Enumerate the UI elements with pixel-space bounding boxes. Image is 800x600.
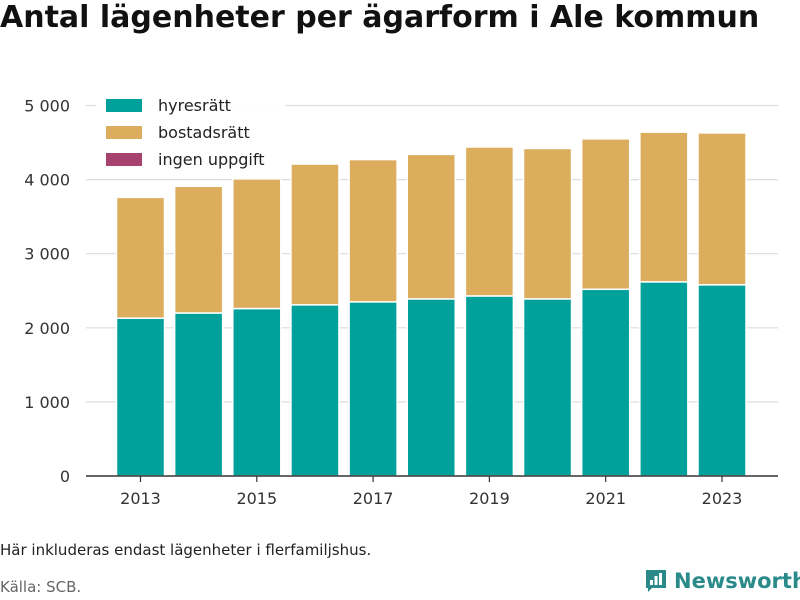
x-tick-label: 2021	[585, 489, 626, 508]
bar-segment	[115, 196, 166, 319]
x-tick-label: 2017	[353, 489, 394, 508]
bar-segment	[232, 307, 282, 477]
y-tick-label: 1 000	[24, 393, 70, 412]
bars	[115, 131, 747, 477]
y-tick-label: 5 000	[24, 97, 70, 116]
stacked-bar-chart: 0 1 000 2 000 3 000 4 000 5 000 2013 2015 2017 20…	[24, 92, 778, 508]
bar-segment	[580, 138, 631, 291]
newsworthy-logo-icon	[646, 570, 666, 592]
bar-segment	[290, 163, 340, 306]
chart-source: Källa: SCB.	[0, 578, 82, 596]
y-tick-label: 0	[60, 467, 70, 486]
bar-segment	[464, 295, 515, 477]
x-tick-label: 2019	[469, 489, 510, 508]
bar-segment	[580, 288, 631, 477]
chart-title: Antal lägenheter per ägarform i Ale komm…	[0, 0, 760, 35]
bar-segment	[173, 312, 224, 477]
bar-segment	[639, 281, 689, 477]
axes: 0 1 000 2 000 3 000 4 000 5 000 2013 2015 2017 20…	[24, 97, 778, 508]
chart-note: Här inkluderas endast lägenheter i flerf…	[0, 541, 372, 559]
brand-logo: Newsworthy	[644, 568, 800, 594]
bar-segment	[348, 158, 398, 303]
y-tick-label: 2 000	[24, 319, 70, 338]
legend-label: ingen uppgift	[158, 150, 265, 169]
bar-segment	[697, 284, 747, 477]
x-tick-label: 2023	[702, 489, 743, 508]
legend-label: hyresrätt	[158, 96, 231, 115]
brand-name: Newsworthy	[674, 569, 800, 593]
bar-segment	[464, 146, 515, 297]
bar-segment	[697, 132, 747, 286]
legend: hyresrätt bostadsrätt ingen uppgift	[96, 92, 286, 178]
x-tick-label: 2015	[236, 489, 277, 508]
legend-swatch	[106, 99, 142, 112]
legend-label: bostadsrätt	[158, 123, 250, 142]
bar-segment	[115, 317, 166, 477]
bar-segment	[173, 185, 224, 314]
bar-segment	[406, 298, 456, 477]
bar-segment	[522, 298, 573, 477]
legend-swatch	[106, 126, 142, 139]
bar-segment	[232, 178, 282, 310]
y-tick-label: 3 000	[24, 245, 70, 264]
bar-segment	[290, 304, 340, 477]
bar-segment	[406, 153, 456, 300]
y-tick-label: 4 000	[24, 171, 70, 190]
legend-swatch	[106, 153, 142, 166]
bar-segment	[522, 147, 573, 300]
x-tick-label: 2013	[120, 489, 161, 508]
bar-segment	[639, 131, 689, 283]
bar-segment	[348, 301, 398, 477]
